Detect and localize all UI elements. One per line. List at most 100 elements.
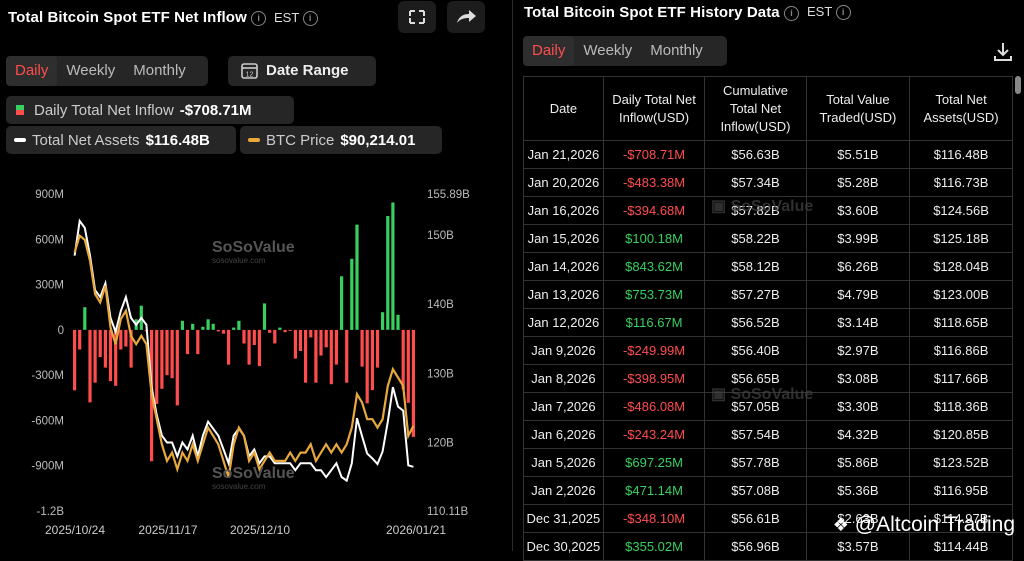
table-row[interactable]: Jan 9,2026 -$249.99M $56.40B $2.97B $116.86B [523, 336, 1013, 365]
inflow-bar [268, 329, 272, 333]
y-left-tick: -1.2B [37, 506, 65, 518]
btc-value: $90,214.01 [340, 131, 416, 149]
y-left-tick: -600M [31, 415, 64, 427]
tab-monthly[interactable]: Monthly [650, 42, 703, 59]
inflow-bar [381, 312, 385, 330]
cell-cumulative-inflow: $56.40B [704, 336, 807, 365]
inflow-bar [401, 329, 405, 390]
info-icon[interactable]: i [302, 11, 318, 27]
inflow-bar [103, 329, 107, 368]
inflow-bar [201, 326, 205, 330]
info-icon[interactable]: i [784, 5, 800, 21]
inflow-bar [273, 329, 277, 344]
y-left-tick: 0 [58, 325, 64, 337]
chart-title: Total Bitcoin Spot ETF Net Inflow i [8, 9, 267, 26]
cell-cumulative-inflow: $56.63B [704, 140, 807, 169]
tab-daily[interactable]: Daily [523, 36, 575, 66]
inflow-bar [304, 329, 308, 383]
cell-daily-inflow: -$243.24M [602, 420, 706, 449]
info-icon[interactable]: i [835, 5, 851, 21]
download-icon [994, 43, 1012, 61]
col-daily-inflow[interactable]: Daily Total Net Inflow(USD) [602, 76, 706, 141]
tab-daily[interactable]: Daily [6, 56, 58, 86]
svg-text:12: 12 [246, 72, 254, 79]
y-left-tick: -900M [31, 461, 64, 473]
cell-net-assets: $118.36B [909, 392, 1013, 421]
date-range-button[interactable]: 12 Date Range [228, 56, 376, 86]
inflow-bar [160, 329, 164, 389]
share-button[interactable] [447, 1, 485, 33]
table-row[interactable]: Jan 21,2026 -$708.71M $56.63B $5.51B $116.48… [523, 140, 1013, 169]
cell-cumulative-inflow: $56.96B [704, 532, 807, 561]
inflow-bar [155, 329, 159, 404]
inflow-bar [196, 329, 200, 355]
scrollbar[interactable] [1015, 76, 1021, 94]
inflow-bar [206, 319, 210, 330]
inflow-bar [324, 329, 328, 348]
inflow-bar [355, 224, 359, 330]
timezone-label: EST i [274, 10, 318, 27]
col-net-assets[interactable]: Total Net Assets(USD) [909, 76, 1013, 141]
cell-value-traded: $3.30B [805, 392, 911, 421]
table-row[interactable]: Jan 5,2026 $697.25M $57.78B $5.86B $123.52B [523, 448, 1013, 477]
legend-assets[interactable]: Total Net Assets $116.48B [6, 126, 236, 154]
cell-value-traded: $3.14B [805, 308, 911, 337]
inflow-bar [216, 329, 220, 332]
cell-daily-inflow: -$708.71M [602, 140, 706, 169]
cell-date: Jan 16,2026 [523, 196, 604, 225]
table-row[interactable]: Jan 14,2026 $843.62M $58.12B $6.26B $128.04B [523, 252, 1013, 281]
inflow-bar [375, 329, 380, 368]
inflow-panel: Total Bitcoin Spot ETF Net Inflow i EST … [0, 0, 510, 551]
y-right-tick: 150B [427, 230, 454, 242]
period-tabs: Daily Weekly Monthly [523, 36, 727, 66]
table-title: Total Bitcoin Spot ETF History Data i [524, 4, 800, 21]
table-row[interactable]: Jan 6,2026 -$243.24M $57.54B $4.32B $120.85B [523, 420, 1013, 449]
table-row[interactable]: Jan 15,2026 $100.18M $58.22B $3.99B $125.18B [523, 224, 1013, 253]
y-right-tick: 140B [427, 299, 454, 311]
cell-value-traded: $6.26B [805, 252, 911, 281]
history-panel: Total Bitcoin Spot ETF History Data i ES… [512, 0, 1024, 561]
inflow-bar [262, 303, 267, 330]
tab-weekly[interactable]: Weekly [66, 62, 116, 79]
watermark: ▣ SoSoValue [711, 386, 814, 403]
table-row[interactable]: Jan 12,2026 $116.67M $56.52B $3.14B $118.65B [523, 308, 1013, 337]
y-right-tick: 120B [427, 438, 454, 450]
table-row[interactable]: Jan 8,2026 -$398.95M $56.65B $3.08B $117.66B [523, 364, 1013, 393]
cell-date: Jan 12,2026 [523, 308, 604, 337]
cell-net-assets: $116.95B [909, 476, 1013, 505]
fullscreen-icon [409, 10, 425, 24]
download-button[interactable] [991, 40, 1015, 64]
cell-net-assets: $124.56B [909, 196, 1013, 225]
assets-line-icon [14, 138, 26, 142]
col-cumulative-inflow[interactable]: Cumulative Total Net Inflow(USD) [704, 76, 807, 141]
inflow-bar [411, 329, 415, 437]
cell-date: Jan 8,2026 [523, 364, 604, 393]
tab-monthly[interactable]: Monthly [133, 62, 186, 79]
cell-cumulative-inflow: $56.65B [704, 364, 807, 393]
legend-btc[interactable]: BTC Price $90,214.01 [240, 126, 442, 154]
table-row[interactable]: Jan 16,2026 -$394.68M $57.82B $3.60B $124.56… [523, 196, 1013, 225]
col-date[interactable]: Date [523, 76, 604, 141]
table-row[interactable]: Jan 7,2026 -$486.08M $57.05B $3.30B $118.36B [523, 392, 1013, 421]
col-value-traded[interactable]: Total Value Traded(USD) [805, 76, 911, 141]
table-row[interactable]: Jan 2,2026 $471.14M $57.08B $5.36B $116.95B [523, 476, 1013, 505]
cell-net-assets: $120.85B [909, 420, 1013, 449]
tab-weekly[interactable]: Weekly [583, 42, 633, 59]
info-icon[interactable]: i [251, 10, 267, 26]
inflow-bar [165, 329, 169, 376]
table-row[interactable]: Jan 20,2026 -$483.38M $57.34B $5.28B $116.73… [523, 168, 1013, 197]
table-row[interactable]: Jan 13,2026 $753.73M $57.27B $4.79B $123.00B [523, 280, 1013, 309]
fullscreen-button[interactable] [398, 1, 436, 33]
cell-net-assets: $118.65B [909, 308, 1013, 337]
inflow-bar [345, 329, 349, 383]
cell-daily-inflow: -$483.38M [602, 168, 706, 197]
inflow-bar [247, 329, 251, 365]
cell-cumulative-inflow: $56.61B [704, 504, 807, 533]
cell-value-traded: $4.79B [805, 280, 911, 309]
y-left-tick: -300M [31, 370, 64, 382]
cell-daily-inflow: $843.62M [602, 252, 706, 281]
cell-net-assets: $128.04B [909, 252, 1013, 281]
cell-cumulative-inflow: $57.05B [704, 392, 807, 421]
watermark: ▣ SoSoValue [711, 198, 814, 215]
legend-inflow[interactable]: Daily Total Net Inflow -$708.71M [6, 96, 294, 124]
